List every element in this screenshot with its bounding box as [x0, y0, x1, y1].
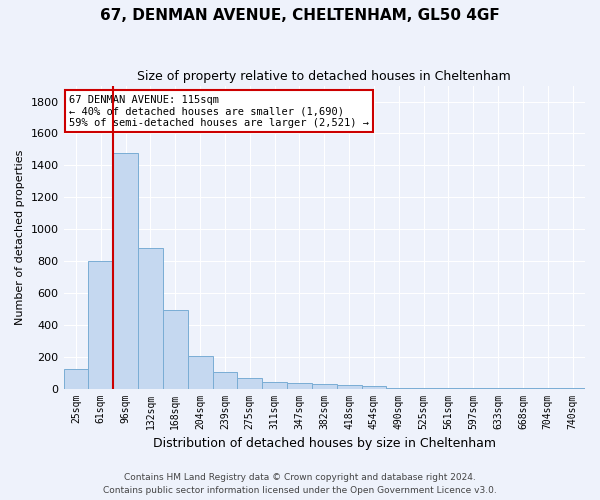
Bar	[188, 356, 212, 388]
Bar	[212, 372, 238, 388]
Bar	[312, 384, 337, 388]
X-axis label: Distribution of detached houses by size in Cheltenham: Distribution of detached houses by size …	[153, 437, 496, 450]
Bar	[337, 386, 362, 388]
Bar	[113, 152, 138, 388]
Bar	[362, 386, 386, 388]
Bar	[238, 378, 262, 388]
Bar	[88, 261, 113, 388]
Bar	[138, 248, 163, 388]
Bar	[64, 368, 88, 388]
Title: Size of property relative to detached houses in Cheltenham: Size of property relative to detached ho…	[137, 70, 511, 83]
Text: 67 DENMAN AVENUE: 115sqm
← 40% of detached houses are smaller (1,690)
59% of sem: 67 DENMAN AVENUE: 115sqm ← 40% of detach…	[69, 94, 369, 128]
Text: Contains HM Land Registry data © Crown copyright and database right 2024.
Contai: Contains HM Land Registry data © Crown c…	[103, 474, 497, 495]
Text: 67, DENMAN AVENUE, CHELTENHAM, GL50 4GF: 67, DENMAN AVENUE, CHELTENHAM, GL50 4GF	[100, 8, 500, 22]
Bar	[287, 383, 312, 388]
Bar	[163, 310, 188, 388]
Bar	[262, 382, 287, 388]
Y-axis label: Number of detached properties: Number of detached properties	[15, 150, 25, 324]
